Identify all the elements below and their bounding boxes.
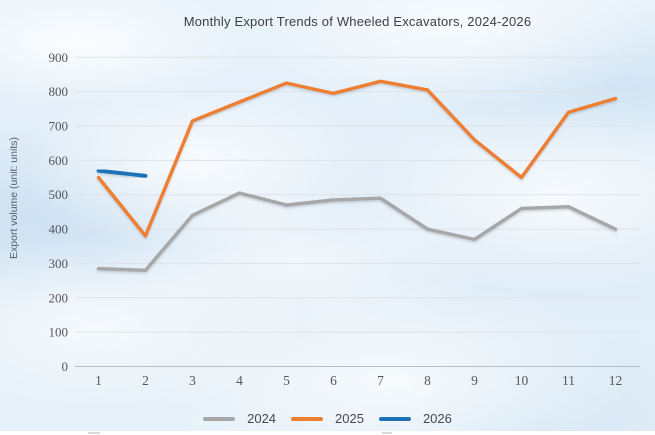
y-tick-label: 700 — [49, 119, 69, 134]
legend-line-marker — [378, 416, 411, 421]
screen-edge-artifact — [0, 431, 655, 435]
y-tick-label: 100 — [49, 325, 69, 340]
legend-label: 2026 — [422, 411, 452, 426]
legend-item-2025[interactable]: 2025 — [291, 411, 364, 426]
x-tick-label: 5 — [283, 373, 290, 388]
chart-title: Monthly Export Trends of Wheeled Excavat… — [183, 14, 532, 29]
legend-item-2026[interactable]: 2026 — [378, 411, 452, 426]
y-tick-label: 200 — [49, 290, 69, 305]
y-tick-label: 300 — [49, 256, 69, 271]
x-tick-label: 8 — [424, 373, 431, 388]
y-tick-label: 0 — [62, 359, 69, 374]
x-tick-label: 10 — [515, 373, 529, 388]
x-tick-label: 1 — [95, 373, 102, 388]
y-tick-label: 800 — [49, 84, 69, 99]
x-tick-label: 3 — [189, 373, 196, 388]
x-tick-label: 12 — [609, 373, 623, 388]
chart-legend: 2024 2025 2026 — [0, 411, 655, 426]
y-tick-label: 900 — [49, 50, 69, 65]
series-line-2025[interactable] — [96, 79, 618, 238]
legend-item-2024[interactable]: 2024 — [203, 411, 276, 426]
x-tick-label: 4 — [236, 373, 243, 388]
artifact-dash — [88, 432, 100, 434]
x-tick-label: 7 — [377, 373, 384, 388]
y-axis-title: Export volume (unit: units) — [8, 137, 20, 259]
artifact-dash — [382, 432, 392, 434]
legend-line-marker — [291, 416, 324, 421]
x-tick-label: 2 — [142, 373, 149, 388]
y-tick-label: 400 — [49, 222, 69, 237]
series-line-2026[interactable] — [96, 168, 148, 178]
series-line-2024[interactable] — [96, 191, 618, 272]
y-tick-label: 600 — [49, 153, 69, 168]
legend-line-marker — [203, 416, 236, 421]
x-tick-label: 9 — [471, 373, 478, 388]
x-tick-label: 11 — [562, 373, 575, 388]
legend-label: 2024 — [247, 411, 277, 426]
legend-label: 2025 — [335, 411, 364, 426]
x-tick-label: 6 — [330, 373, 337, 388]
y-tick-label: 500 — [49, 187, 69, 202]
